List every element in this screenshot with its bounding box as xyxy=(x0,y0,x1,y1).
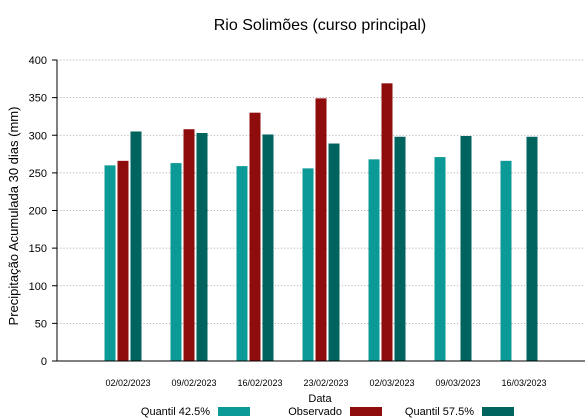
x-axis-label: Data xyxy=(308,393,332,405)
axes: 02/02/2023 09/02/2023 16/02/2023 23/02/2023… xyxy=(29,55,585,388)
y-tick-label: 100 xyxy=(29,281,47,293)
x-tick-label: 16/03/2023 xyxy=(501,378,546,388)
legend-swatch xyxy=(218,407,250,416)
bar-quantil-42-5 xyxy=(104,165,116,361)
legend-label: Quantil 57.5% xyxy=(405,406,474,418)
x-tick-label: 09/02/2023 xyxy=(171,378,216,388)
y-tick-label: 300 xyxy=(29,130,47,142)
legend-label: Quantil 42.5% xyxy=(141,406,210,418)
y-tick-label: 0 xyxy=(41,356,47,368)
bars xyxy=(104,83,538,361)
legend-swatch xyxy=(350,407,382,416)
bar-quantil-42-5 xyxy=(500,160,512,361)
bar-observado xyxy=(183,129,195,361)
bar-observado xyxy=(117,160,129,361)
x-tick-label: 02/03/2023 xyxy=(369,378,414,388)
y-tick-label: 50 xyxy=(35,318,47,330)
legend: Quantil 42.5% Observado Quantil 57.5% xyxy=(141,406,514,418)
bar-quantil-57-5 xyxy=(460,136,472,361)
x-tick-label: 16/02/2023 xyxy=(237,378,282,388)
bar-quantil-42-5 xyxy=(368,159,380,361)
bar-quantil-42-5 xyxy=(236,166,248,361)
x-tick-label: 02/02/2023 xyxy=(105,378,150,388)
legend-swatch xyxy=(482,407,514,416)
bar-quantil-42-5 xyxy=(434,157,446,361)
bar-observado xyxy=(249,112,261,361)
bar-quantil-42-5 xyxy=(170,163,182,361)
y-tick-label: 150 xyxy=(29,243,47,255)
y-tick-label: 250 xyxy=(29,168,47,180)
bar-quantil-42-5 xyxy=(302,168,314,361)
bar-observado xyxy=(315,98,327,361)
bar-quantil-57-5 xyxy=(394,136,406,361)
bar-quantil-57-5 xyxy=(526,136,538,361)
bar-quantil-57-5 xyxy=(262,134,274,361)
x-tick-label: 23/02/2023 xyxy=(303,378,348,388)
x-tick-label: 09/03/2023 xyxy=(435,378,480,388)
bar-observado xyxy=(381,83,393,361)
bar-quantil-57-5 xyxy=(130,131,142,361)
bar-quantil-57-5 xyxy=(328,143,340,361)
y-tick-label: 200 xyxy=(29,206,47,218)
legend-label: Observado xyxy=(288,406,342,418)
bar-quantil-57-5 xyxy=(196,132,208,361)
y-tick-label: 400 xyxy=(29,55,47,67)
y-tick-label: 350 xyxy=(29,93,47,105)
chart-title: Rio Solimões (curso principal) xyxy=(214,17,427,34)
y-axis-label: Precipitação Acumulada 30 dias (mm) xyxy=(6,107,21,326)
